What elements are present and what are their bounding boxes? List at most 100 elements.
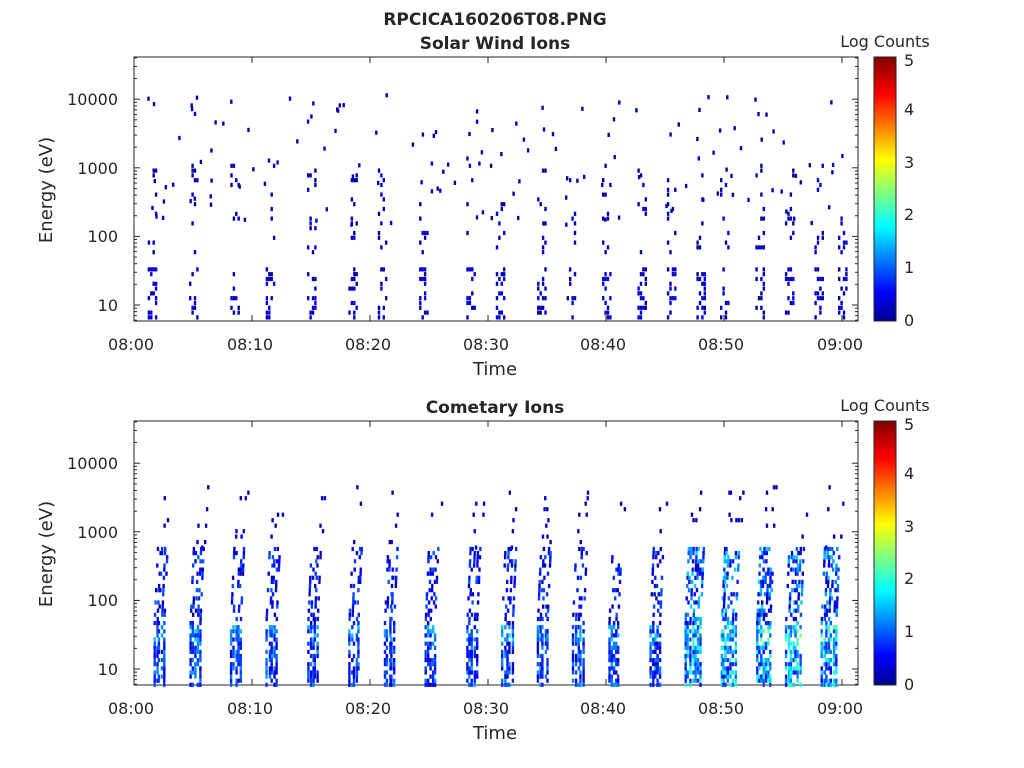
- heatmap-cell: [504, 670, 507, 675]
- heatmap-cell: [701, 575, 704, 580]
- heatmap-cell: [348, 649, 351, 654]
- heatmap-cell: [787, 625, 791, 630]
- heatmap-cell: [470, 662, 473, 667]
- heatmap-cell: [432, 662, 435, 667]
- heatmap-cell: [684, 641, 687, 646]
- heatmap-cell: [684, 653, 687, 659]
- heatmap-cell: [241, 567, 245, 572]
- heatmap-cell: [737, 518, 741, 523]
- heatmap-cell: [152, 173, 155, 178]
- heatmap-cell: [820, 645, 823, 650]
- heatmap-cell: [157, 588, 161, 593]
- heatmap-cell: [433, 653, 437, 659]
- heatmap-cell: [829, 682, 832, 687]
- heatmap-cell: [473, 625, 476, 630]
- heatmap-cell: [237, 678, 240, 683]
- heatmap-cell: [726, 559, 730, 564]
- heatmap-cell: [694, 621, 697, 626]
- heatmap-cell: [237, 645, 240, 650]
- heatmap-cell: [504, 616, 507, 622]
- heatmap-cell: [576, 588, 579, 593]
- heatmap-cell: [639, 291, 643, 296]
- heatmap-cell: [152, 102, 156, 107]
- heatmap-cell: [278, 559, 281, 564]
- heatmap-cell: [764, 674, 768, 679]
- heatmap-cell: [503, 272, 506, 277]
- heatmap-cell: [612, 117, 616, 122]
- heatmap-cell: [762, 616, 766, 622]
- heatmap-cell: [352, 674, 356, 679]
- heatmap-cell: [239, 670, 242, 675]
- heatmap-cell: [419, 276, 422, 282]
- heatmap-cell: [840, 305, 843, 310]
- heatmap-cell: [468, 563, 472, 568]
- heatmap-cell: [762, 567, 765, 572]
- heatmap-cell: [729, 645, 732, 650]
- heatmap-cell: [764, 666, 768, 671]
- heatmap-cell: [823, 662, 826, 667]
- heatmap-cell: [511, 666, 515, 671]
- heatmap-cell: [163, 523, 166, 528]
- heatmap-cell: [720, 658, 724, 663]
- y-tick-label: 10000: [67, 90, 118, 109]
- heatmap-cell: [726, 616, 730, 622]
- heatmap-cell: [504, 653, 507, 659]
- heatmap-cell: [761, 555, 764, 560]
- heatmap-cell: [435, 575, 439, 580]
- heatmap-cell: [495, 315, 499, 320]
- heatmap-cell: [726, 621, 729, 626]
- heatmap-cell: [473, 653, 476, 659]
- heatmap-cell: [639, 315, 643, 320]
- heatmap-cell: [191, 310, 194, 315]
- heatmap-cell: [816, 235, 820, 240]
- heatmap-cell: [156, 546, 160, 552]
- heatmap-cell: [794, 633, 797, 638]
- heatmap-cell: [731, 653, 735, 659]
- heatmap-cell: [769, 608, 772, 613]
- heatmap-cell: [697, 156, 700, 161]
- heatmap-cell: [419, 296, 422, 301]
- heatmap-cell: [507, 546, 510, 552]
- heatmap-cell: [480, 150, 484, 155]
- heatmap-cell: [160, 649, 164, 654]
- heatmap-cell: [827, 507, 830, 512]
- heatmap-cell: [199, 551, 203, 556]
- heatmap-cell: [166, 555, 169, 560]
- heatmap-cell: [571, 670, 575, 675]
- heatmap-cell: [577, 641, 580, 646]
- x-tick-label: 08:40: [580, 335, 626, 354]
- heatmap-cell: [771, 507, 774, 512]
- heatmap-cell: [157, 649, 161, 654]
- heatmap-cell: [724, 300, 728, 306]
- heatmap-cell: [355, 670, 359, 675]
- heatmap-cell: [669, 132, 672, 137]
- heatmap-cell: [419, 216, 422, 221]
- heatmap-cell: [623, 507, 627, 512]
- heatmap-cell: [466, 666, 469, 671]
- heatmap-cell: [767, 658, 770, 663]
- heatmap-cell: [722, 674, 725, 679]
- heatmap-cell: [357, 575, 361, 580]
- heatmap-cell: [189, 670, 192, 675]
- heatmap-cell: [769, 571, 772, 576]
- heatmap-cell: [764, 662, 768, 667]
- heatmap-cell: [722, 637, 725, 642]
- heatmap-cell: [724, 658, 727, 663]
- heatmap-cell: [199, 629, 202, 634]
- heatmap-cell: [197, 555, 200, 560]
- heatmap-cell: [760, 637, 763, 642]
- heatmap-cell: [316, 641, 319, 646]
- heatmap-cell: [787, 281, 790, 286]
- heatmap-cell: [720, 670, 724, 675]
- heatmap-cell: [761, 583, 765, 589]
- heatmap-cell: [424, 670, 427, 675]
- heatmap-cell: [734, 682, 737, 687]
- heatmap-cell: [309, 662, 313, 667]
- heatmap-cell: [547, 583, 551, 589]
- heatmap-cell: [195, 588, 199, 593]
- heatmap-cell: [191, 621, 194, 626]
- heatmap-cell: [313, 662, 316, 667]
- heatmap-cell: [312, 637, 315, 642]
- heatmap-cell: [723, 579, 727, 584]
